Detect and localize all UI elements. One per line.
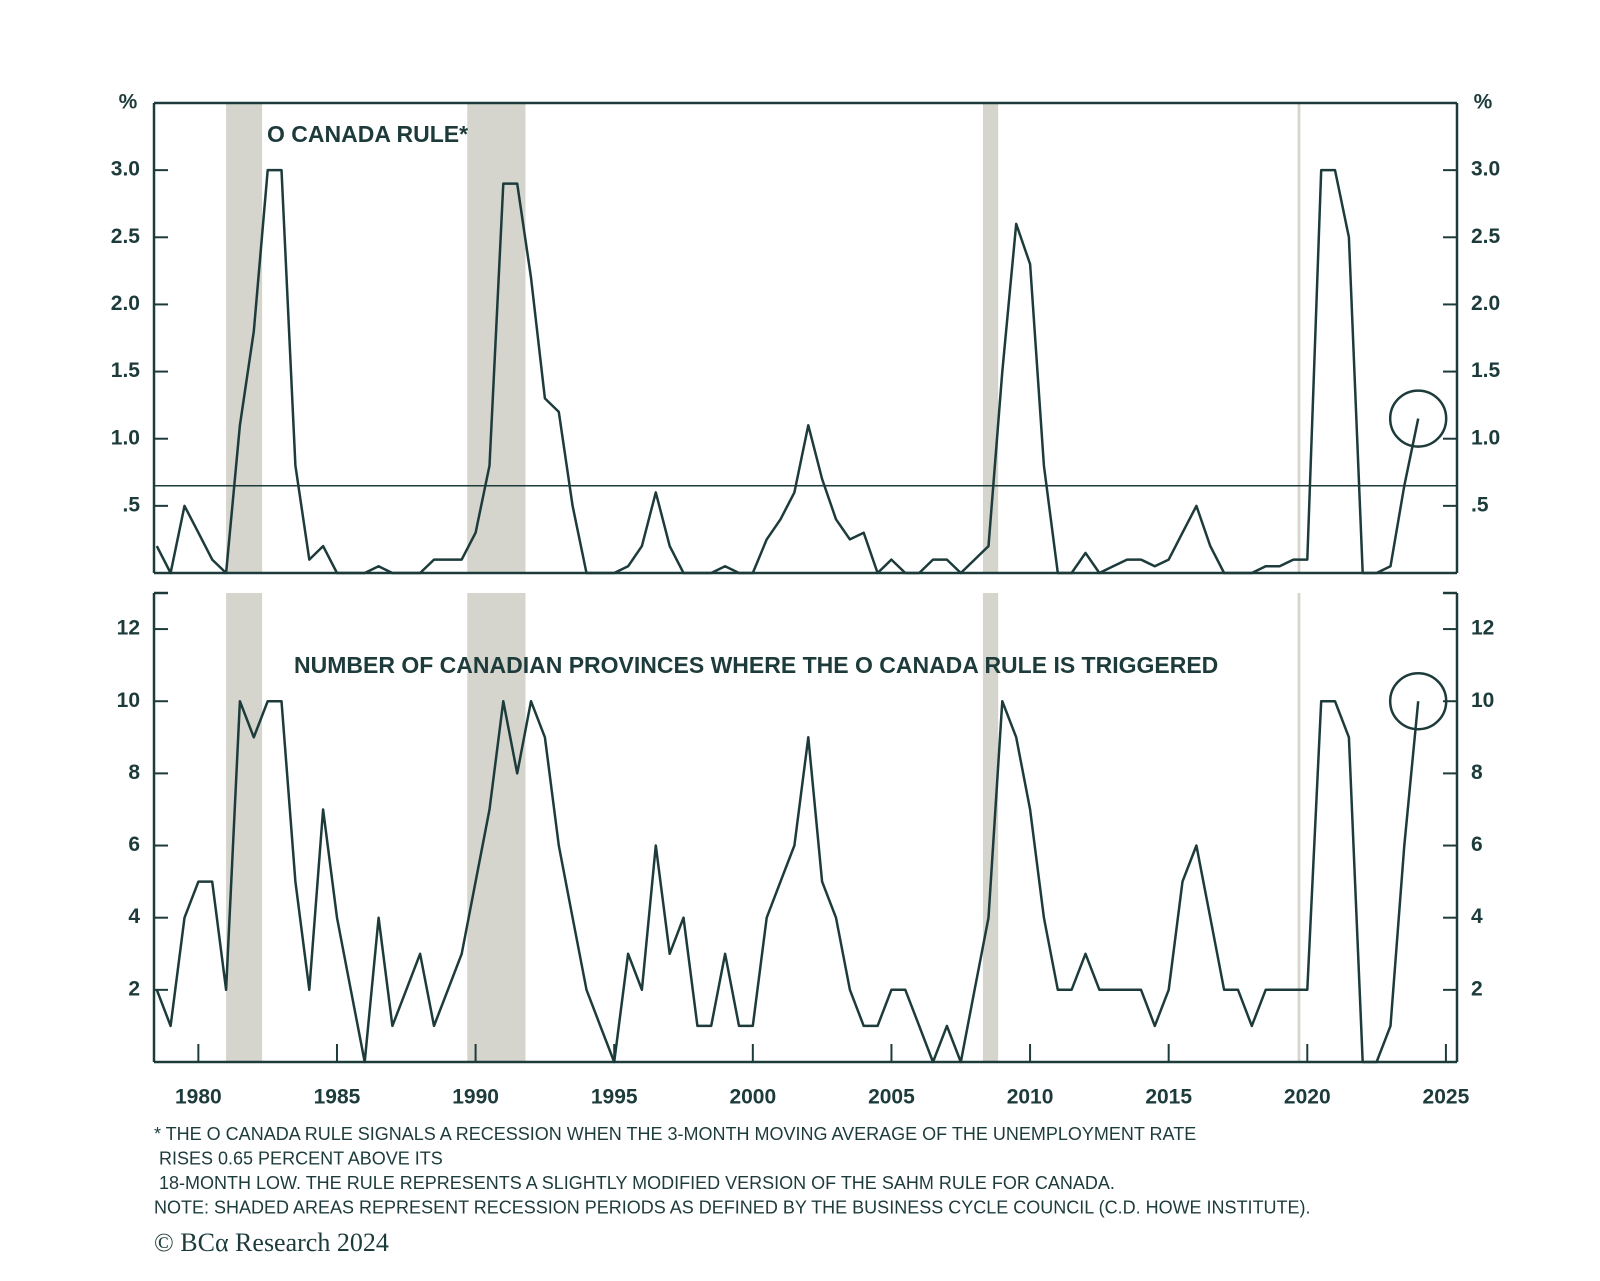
recession-band [226, 593, 263, 1062]
recession-band [226, 103, 263, 573]
y2-tick-label: 1.0 [1471, 426, 1500, 449]
y2-tick-label: 2.0 [1471, 292, 1500, 315]
y2-tick-label: 12 [1471, 617, 1494, 640]
y-tick-label: 2.0 [111, 292, 140, 315]
x-tick-label: 1995 [591, 1086, 638, 1109]
y-tick-label: 8 [128, 761, 140, 784]
footnote: * THE O CANADA RULE SIGNALS A RECESSION … [154, 1124, 1196, 1144]
y-tick-label: 4 [128, 905, 140, 928]
y-tick-label: 2.5 [111, 225, 141, 248]
footnote: 18-MONTH LOW. THE RULE REPRESENTS A SLIG… [154, 1173, 1115, 1193]
y2-tick-label: 1.5 [1471, 359, 1501, 382]
series-line [155, 168, 1420, 575]
y-tick-label: 1.5 [111, 359, 141, 382]
y2-tick-label: 4 [1471, 905, 1483, 928]
x-tick-label: 2000 [729, 1086, 776, 1109]
y2-tick-label: 3.0 [1471, 158, 1500, 181]
y2-tick-label: 2.5 [1471, 225, 1501, 248]
panel-title: NUMBER OF CANADIAN PROVINCES WHERE THE O… [294, 652, 1218, 678]
x-tick-label: 2020 [1284, 1086, 1331, 1109]
y2-tick-label: 6 [1471, 833, 1483, 856]
y-tick-label: 2 [128, 977, 140, 1000]
y2-tick-label: .5 [1471, 493, 1489, 516]
x-tick-label: 1990 [452, 1086, 499, 1109]
x-tick-label: 1985 [314, 1086, 361, 1109]
y-tick-label: 1.0 [111, 426, 140, 449]
y2-axis-label: % [1474, 91, 1493, 114]
series-line [155, 699, 1420, 1064]
recession-band [982, 593, 999, 1062]
recession-band [1297, 103, 1301, 573]
footnote: NOTE: SHADED AREAS REPRESENT RECESSION P… [154, 1197, 1311, 1217]
y-tick-label: .5 [122, 493, 140, 516]
y-tick-label: 6 [128, 833, 140, 856]
panel-title: O CANADA RULE* [267, 121, 468, 147]
y-tick-label: 10 [117, 689, 140, 712]
y-tick-label: 12 [117, 617, 140, 640]
footnote: RISES 0.65 PERCENT ABOVE ITS [154, 1148, 443, 1168]
source: © BCα Research 2024 [154, 1228, 389, 1257]
x-tick-label: 2015 [1145, 1086, 1192, 1109]
y2-tick-label: 2 [1471, 977, 1483, 1000]
highlight-circle [1388, 671, 1448, 731]
y2-tick-label: 10 [1471, 689, 1494, 712]
highlight-circle [1388, 389, 1448, 448]
x-tick-label: 2025 [1423, 1086, 1470, 1109]
y-axis-label: % [119, 91, 138, 114]
recession-band [467, 593, 526, 1062]
x-tick-label: 1980 [175, 1086, 222, 1109]
x-tick-label: 2010 [1007, 1086, 1054, 1109]
y-tick-label: 3.0 [111, 158, 140, 181]
y2-tick-label: 8 [1471, 761, 1483, 784]
recession-band [982, 103, 999, 573]
x-tick-label: 2005 [868, 1086, 915, 1109]
recession-band [1297, 593, 1301, 1062]
